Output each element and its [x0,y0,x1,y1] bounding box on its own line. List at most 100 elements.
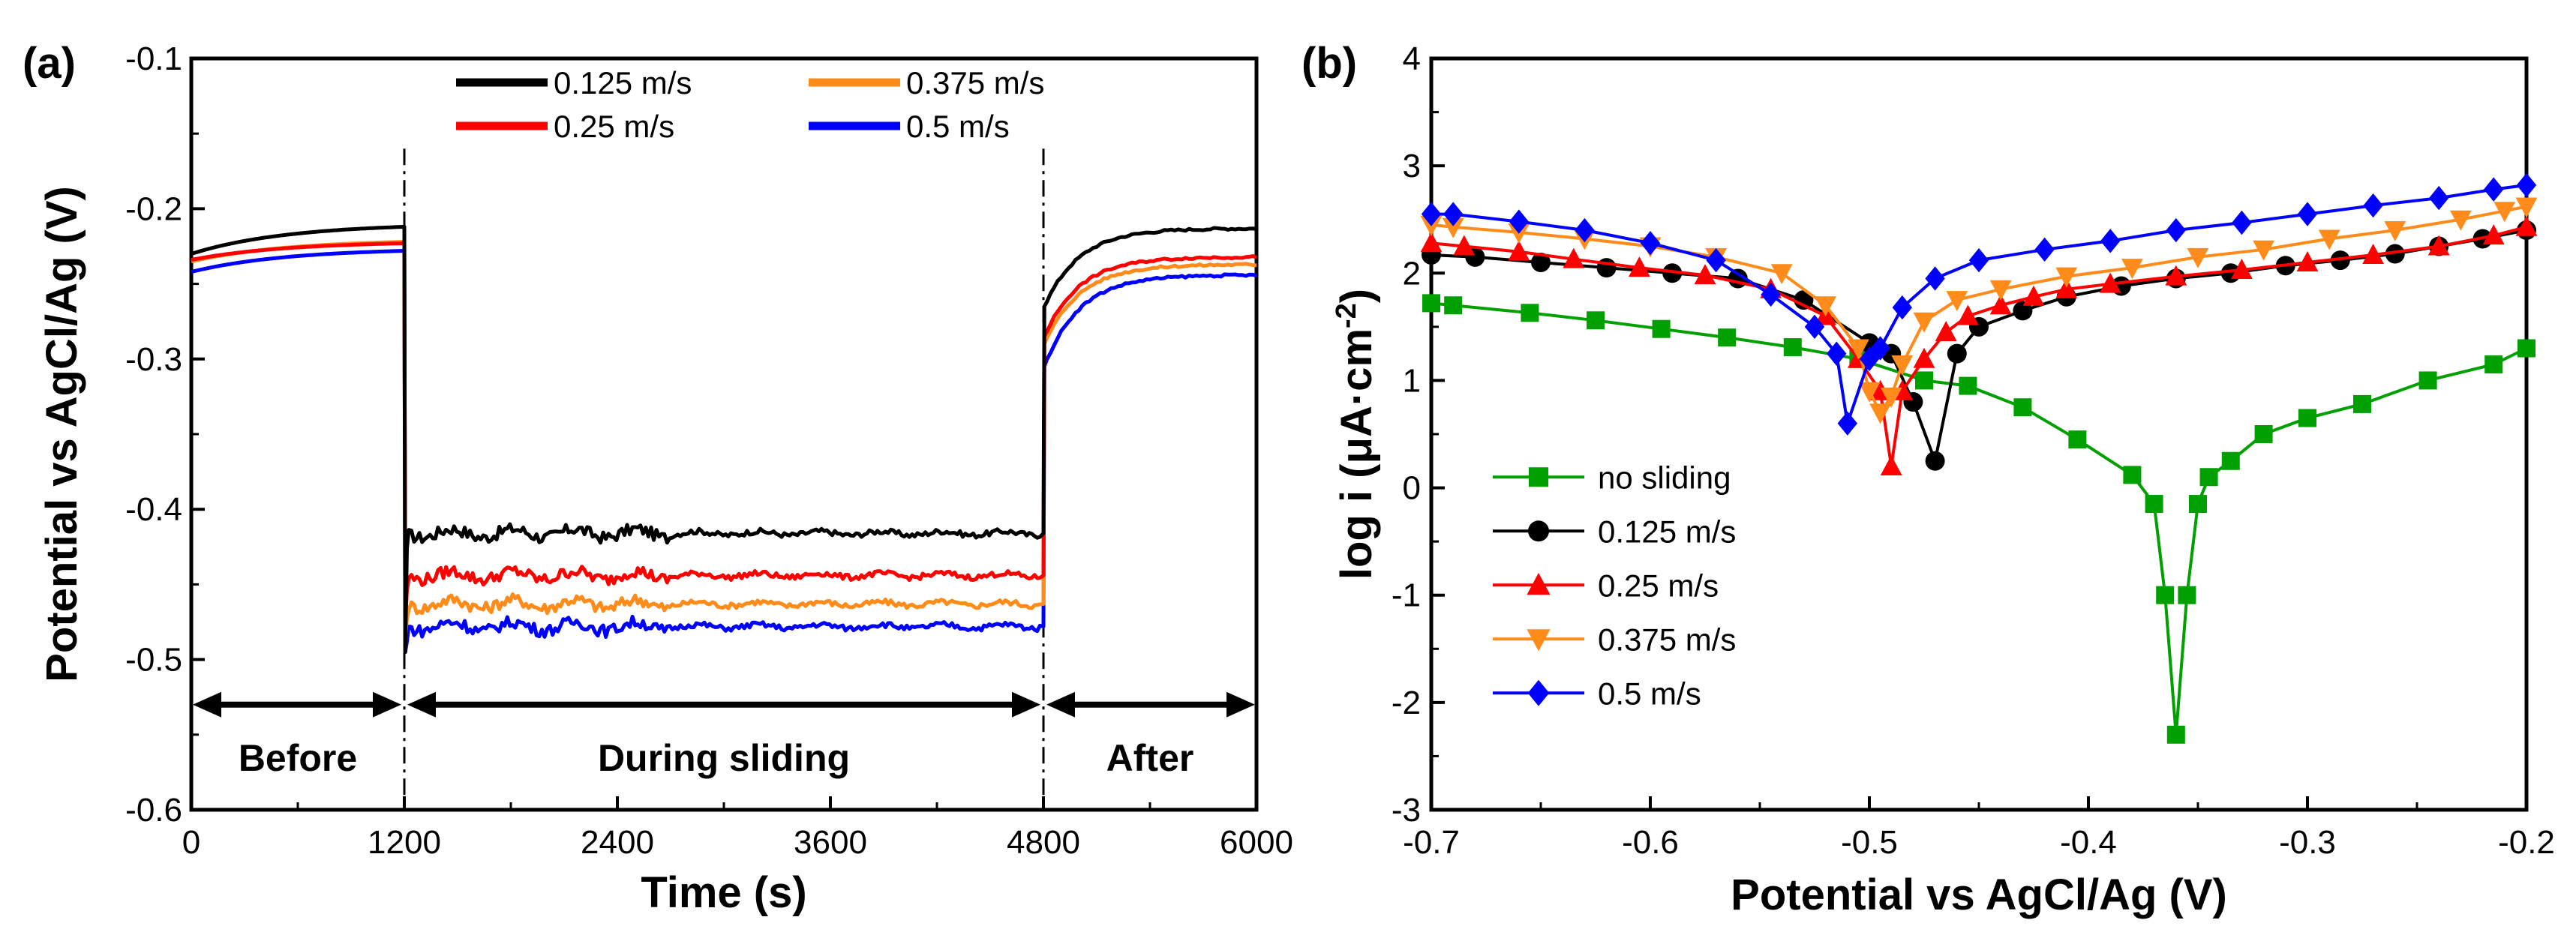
panel-a-label: (a) [23,39,76,88]
b-y-tick-label: 1 [1403,362,1421,399]
b-x-tick-label: -0.7 [1403,824,1460,861]
b-point-0375ms [2384,221,2406,242]
b-x-tick-label: -0.2 [2498,824,2555,861]
panel-b-label: (b) [1302,39,1357,88]
b-point-0125ms [1947,343,1967,364]
b-point-05ms [1968,247,1989,273]
b-point-0375ms [1880,387,1902,408]
b-point-05ms [1827,341,1847,366]
a-phase-arrow-head [407,691,436,718]
b-point-05ms [2429,185,2449,211]
panel-b-legend: no sliding 0.125 m/s 0.25 m/s 0.375 m/s 0.5 … [1493,460,1736,711]
panel-a-legend: 0.125 m/s 0.375 m/s 0.25 m/s 0.5 m/s [456,65,1044,144]
b-y-tick-label: 4 [1403,40,1421,77]
legend-a-label-05: 0.5 m/s [906,109,1010,144]
a-phase-arrow-head [1012,691,1040,718]
b-point-0125ms [1596,258,1617,278]
b-point-05ms [2297,202,2318,226]
b-point-0375ms [1913,312,1935,333]
a-x-tick-label: 2400 [581,824,654,861]
b-point-05ms [1509,209,1529,234]
panel-b-x-axis-title: Potential vs AgCl/Ag (V) [1731,871,2227,919]
b-x-tick-label: -0.4 [2060,824,2117,861]
b-y-tick-label: -2 [1392,685,1421,721]
b-point-05ms [1925,266,1945,291]
b-point-025ms [1508,240,1530,261]
a-x-tick-label: 3600 [794,824,867,861]
b-point-025ms [1989,294,2012,315]
b-point-025ms [1880,454,1902,475]
b-point-0375ms [1858,382,1881,403]
panel-a-series [191,224,1258,655]
legend-b-label-025ms: 0.25 m/s [1598,568,1719,603]
a-phase-arrow-head [1226,691,1255,718]
panel-a-ticks: 0 1200 2400 3600 4800 6000 -0.6 -0.5 -0.4 -0.3 -0.… [125,40,1293,861]
b-point-nosliding [1422,294,1440,313]
b-point-nosliding [1587,311,1605,330]
b-point-0375ms [1442,217,1464,238]
panel-a-x-axis-title: Time (s) [641,868,806,917]
a-phase-arrow-head [1046,691,1075,718]
b-point-05ms [2484,177,2504,202]
b-point-025ms [2055,277,2078,298]
b-point-nosliding [1521,304,1539,322]
b-y-tick-label: 3 [1403,148,1421,184]
legend-b-marker-0125ms [1528,520,1549,542]
a-phase-arrow-head [373,691,401,718]
a-y-tick-label: -0.5 [125,642,182,679]
panel-b-ticks: -0.7 -0.6 -0.5 -0.4 -0.3 -0.2 -3 -2 -1 0 1 2 3 4 [1392,40,2555,861]
b-point-nosliding [2254,425,2273,443]
b-point-0375ms [1989,280,2012,301]
b-point-05ms [1870,336,1890,361]
b-point-nosliding [2123,466,2142,484]
b-point-nosliding [2178,586,2196,604]
b-point-0375ms [2055,267,2078,288]
b-point-nosliding [2298,409,2316,427]
panel-a-plot-frame [189,56,1259,812]
b-point-025ms [2231,258,2253,279]
b-point-nosliding [2068,430,2087,449]
b-point-025ms [1935,321,1957,342]
b-point-05ms [1706,247,1726,273]
b-point-025ms [1629,256,1650,277]
b-x-tick-label: -0.5 [1841,824,1898,861]
a-series-line-05 [191,249,1257,655]
a-y-tick-label: -0.1 [125,40,182,77]
b-point-05ms [2166,217,2186,243]
b-point-0125ms [1662,263,1683,283]
b-point-05ms [1575,217,1595,243]
b-point-0375ms [2318,229,2340,250]
legend-a-label-0125: 0.125 m/s [554,65,692,100]
b-point-05ms [1421,202,1442,226]
b-point-025ms [2099,272,2121,293]
b-point-05ms [1837,411,1857,436]
b-point-0375ms [1815,296,1836,317]
b-point-0375ms [2187,247,2209,268]
legend-b-label-nosliding: no sliding [1598,460,1731,495]
b-y-tick-label: 0 [1403,470,1421,507]
b-point-025ms [2165,265,2187,286]
a-series-line-025 [191,241,1258,624]
b-point-0125ms [1531,252,1551,272]
a-x-tick-label: 1200 [368,824,441,861]
legend-b-label-0125ms: 0.125 m/s [1598,514,1736,549]
b-point-nosliding [1783,338,1802,357]
a-phase-arrow-head [193,691,221,718]
b-point-0375ms [1891,355,1914,376]
b-point-nosliding [1915,371,1933,390]
b-point-0375ms [1770,264,1793,285]
b-point-0125ms [2013,301,2033,321]
b-point-nosliding [1718,328,1737,347]
b-point-nosliding [2221,451,2240,470]
legend-b-label-0375ms: 0.375 m/s [1598,622,1736,657]
b-point-nosliding [2353,394,2371,413]
b-point-025ms [1420,232,1443,253]
a-y-tick-label: -0.2 [125,190,182,227]
legend-b-marker-nosliding [1529,467,1548,487]
annotation-after: After [1106,737,1194,779]
b-point-025ms [1913,347,1935,368]
b-point-025ms [1563,247,1585,268]
b-point-05ms [2516,172,2537,198]
b-series-line-05ms [1431,183,2527,425]
legend-b-label-05ms: 0.5 m/s [1598,676,1701,711]
